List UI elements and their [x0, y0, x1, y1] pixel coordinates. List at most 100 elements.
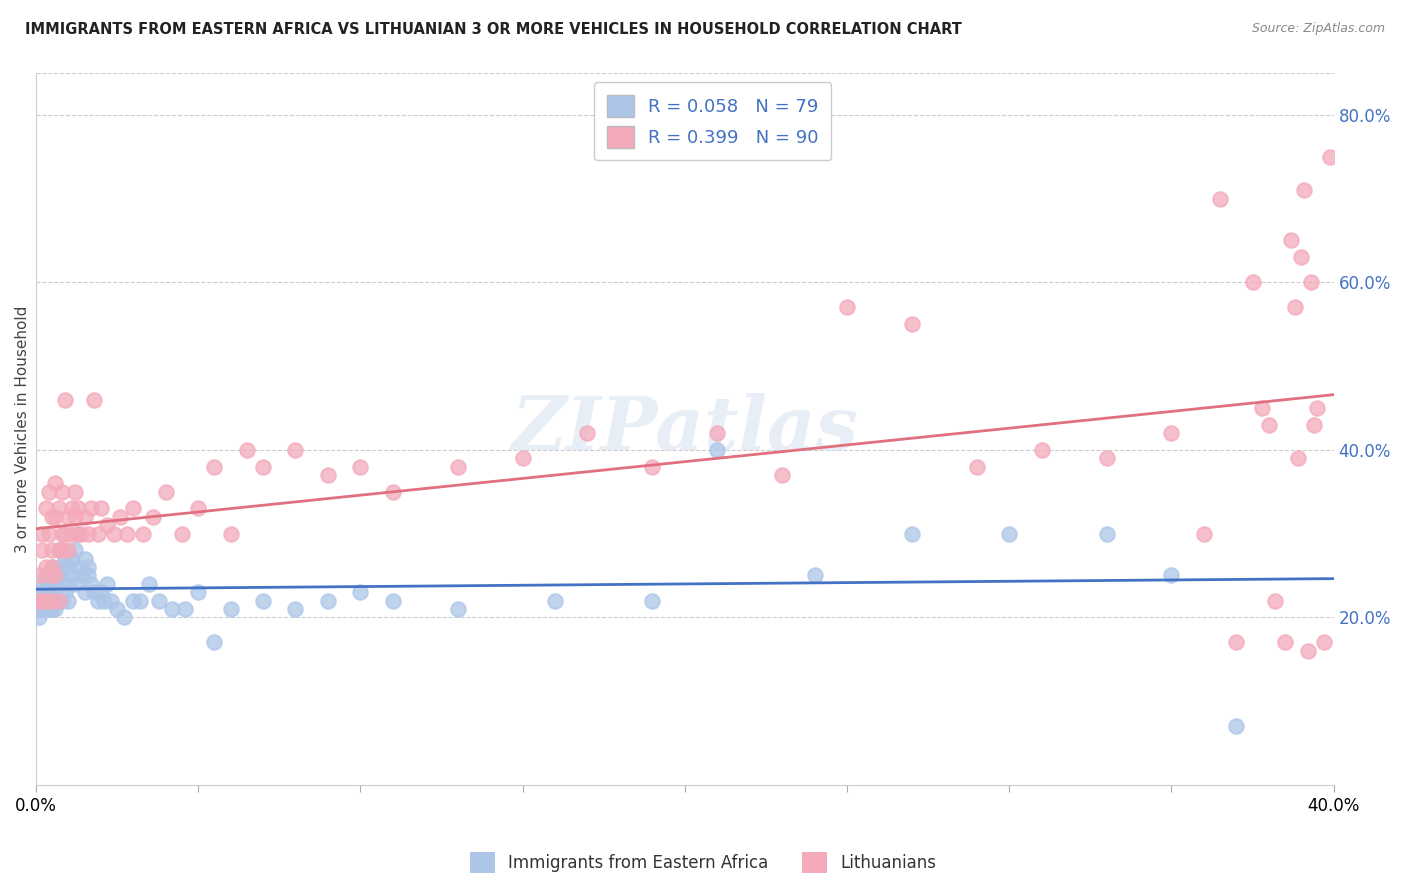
Point	[41, 602, 63, 616]
Point	[38, 576, 60, 591]
Point	[34, 593, 56, 607]
Point	[83, 392, 105, 407]
Point	[966, 459, 988, 474]
Point	[67, 526, 90, 541]
Point	[512, 451, 534, 466]
Point	[1296, 644, 1319, 658]
Point	[51, 526, 73, 541]
Point	[67, 501, 90, 516]
Point	[63, 509, 86, 524]
Point	[1225, 635, 1247, 649]
Point	[31, 526, 53, 541]
Point	[1241, 276, 1264, 290]
Point	[170, 526, 193, 541]
Point	[835, 301, 858, 315]
Point	[174, 602, 197, 616]
Point	[31, 543, 53, 558]
Point	[34, 602, 56, 616]
Legend: Immigrants from Eastern Africa, Lithuanians: Immigrants from Eastern Africa, Lithuani…	[463, 846, 943, 880]
Point	[58, 560, 80, 574]
Text: IMMIGRANTS FROM EASTERN AFRICA VS LITHUANIAN 3 OR MORE VEHICLES IN HOUSEHOLD COR: IMMIGRANTS FROM EASTERN AFRICA VS LITHUA…	[25, 22, 962, 37]
Point	[53, 526, 76, 541]
Point	[53, 551, 76, 566]
Point	[901, 317, 924, 331]
Point	[73, 509, 96, 524]
Point	[1284, 301, 1306, 315]
Point	[706, 442, 728, 457]
Point	[83, 585, 105, 599]
Point	[998, 526, 1021, 541]
Point	[53, 392, 76, 407]
Point	[28, 610, 51, 624]
Point	[67, 560, 90, 574]
Point	[48, 568, 70, 582]
Point	[63, 484, 86, 499]
Point	[236, 442, 259, 457]
Point	[34, 585, 56, 599]
Point	[76, 560, 98, 574]
Point	[316, 593, 339, 607]
Point	[202, 635, 225, 649]
Point	[1303, 417, 1326, 432]
Point	[63, 576, 86, 591]
Point	[60, 501, 83, 516]
Point	[76, 526, 98, 541]
Point	[202, 459, 225, 474]
Point	[381, 484, 404, 499]
Point	[58, 593, 80, 607]
Point	[112, 610, 135, 624]
Point	[122, 593, 145, 607]
Point	[1306, 401, 1329, 415]
Point	[90, 501, 112, 516]
Point	[105, 602, 128, 616]
Point	[1225, 719, 1247, 733]
Point	[447, 602, 470, 616]
Point	[1294, 183, 1316, 197]
Point	[60, 526, 83, 541]
Point	[90, 585, 112, 599]
Point	[1264, 593, 1286, 607]
Point	[51, 560, 73, 574]
Point	[142, 509, 165, 524]
Point	[1281, 234, 1303, 248]
Point	[96, 576, 118, 591]
Text: ZIPatlas: ZIPatlas	[512, 392, 858, 465]
Point	[349, 585, 371, 599]
Point	[1095, 526, 1118, 541]
Point	[41, 560, 63, 574]
Point	[138, 576, 160, 591]
Point	[544, 593, 567, 607]
Point	[44, 602, 66, 616]
Point	[1031, 442, 1053, 457]
Point	[1319, 150, 1341, 164]
Point	[48, 501, 70, 516]
Point	[1289, 250, 1312, 264]
Point	[58, 543, 80, 558]
Point	[31, 593, 53, 607]
Point	[41, 509, 63, 524]
Point	[284, 602, 307, 616]
Point	[58, 509, 80, 524]
Point	[48, 593, 70, 607]
Point	[1313, 635, 1336, 649]
Point	[51, 593, 73, 607]
Point	[1286, 451, 1309, 466]
Point	[132, 526, 155, 541]
Point	[53, 585, 76, 599]
Point	[41, 585, 63, 599]
Point	[1160, 425, 1182, 440]
Point	[80, 576, 103, 591]
Point	[34, 501, 56, 516]
Point	[28, 568, 51, 582]
Point	[73, 585, 96, 599]
Point	[115, 526, 138, 541]
Point	[641, 459, 664, 474]
Point	[252, 459, 274, 474]
Point	[51, 576, 73, 591]
Point	[160, 602, 183, 616]
Point	[48, 543, 70, 558]
Point	[34, 560, 56, 574]
Point	[38, 602, 60, 616]
Point	[41, 568, 63, 582]
Point	[60, 568, 83, 582]
